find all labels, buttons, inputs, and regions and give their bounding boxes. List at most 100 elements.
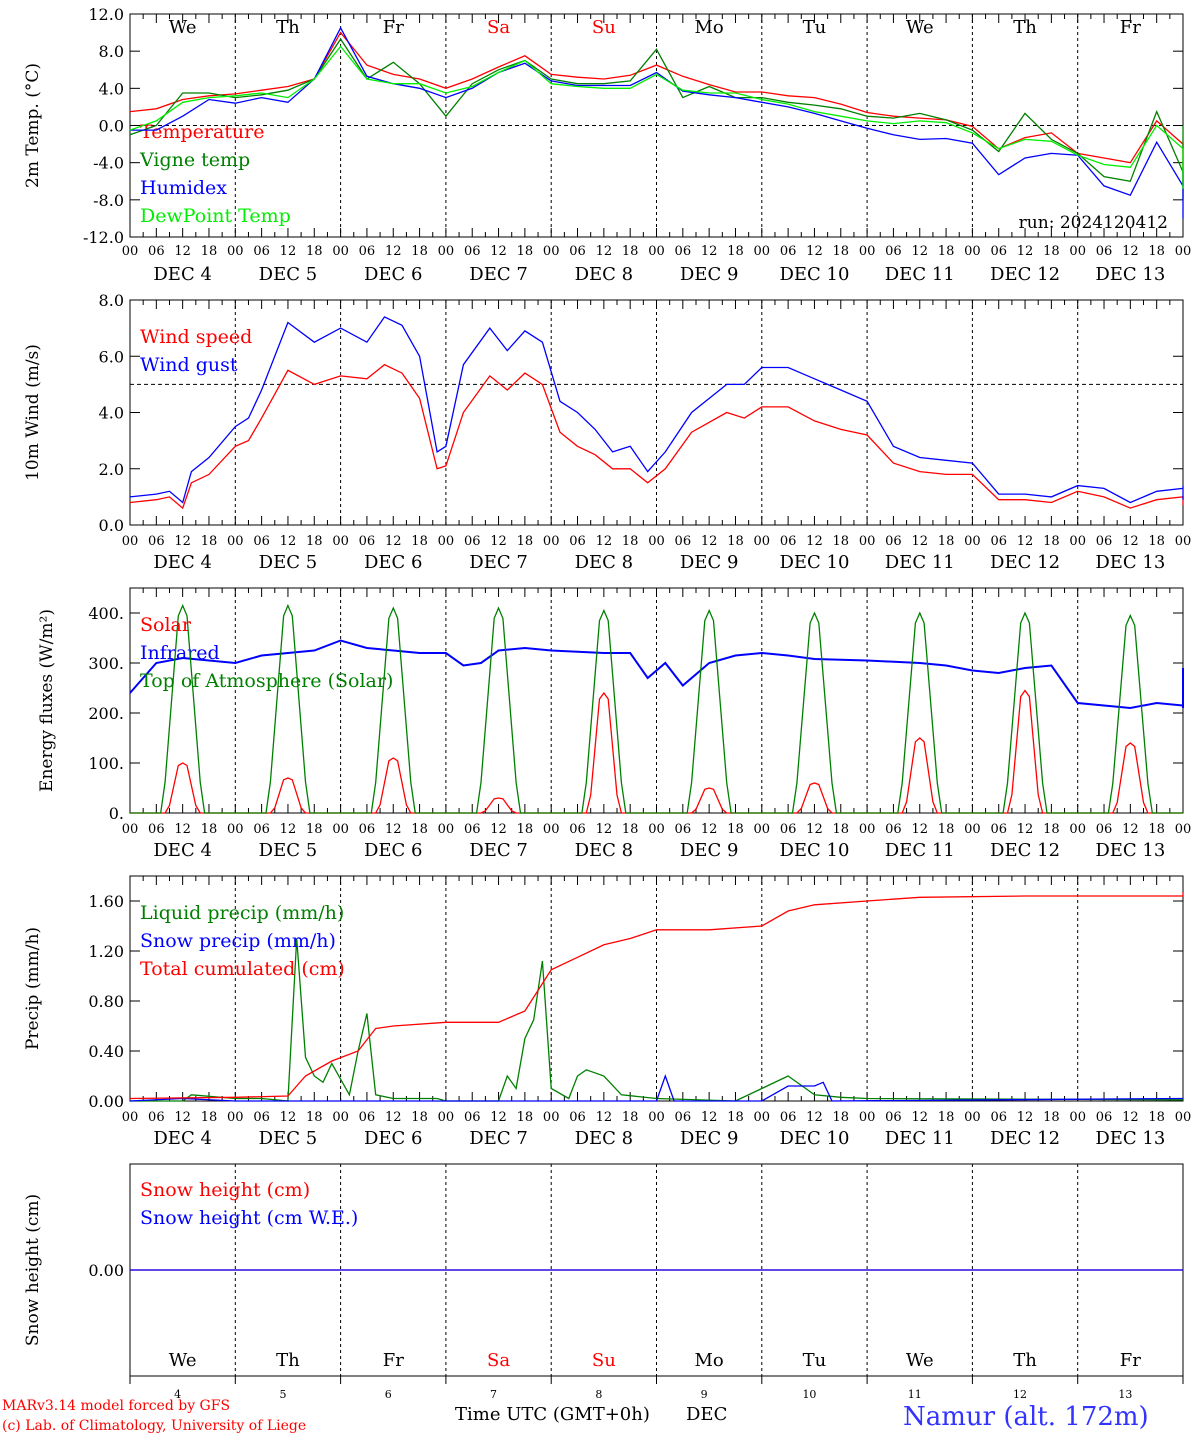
y-tick-label: 1.20: [88, 942, 124, 961]
hour-tick-label: 06: [780, 534, 797, 549]
weekday-label: Th: [276, 1350, 300, 1371]
y-tick-label: -4.0: [93, 154, 124, 173]
hour-tick-label: 18: [1148, 534, 1165, 549]
series-line: [129, 31, 1184, 186]
hour-tick-label: 06: [885, 1110, 902, 1125]
y-axis-label: Precip (mm/h): [23, 927, 43, 1050]
hour-tick-label: 06: [359, 1110, 376, 1125]
series-line: [130, 603, 1183, 814]
weekday-label: Tu: [803, 1350, 827, 1371]
hour-tick-label: 18: [306, 534, 323, 549]
y-tick-label: 8.0: [99, 291, 124, 310]
hour-tick-label: 06: [148, 244, 165, 259]
hour-tick-label: 12: [596, 822, 613, 837]
hour-tick-label: 00: [964, 534, 981, 549]
hour-tick-label: 00: [332, 1110, 349, 1125]
hour-tick-label: 18: [622, 822, 639, 837]
date-label: DEC 11: [885, 552, 955, 573]
day-number-label: 12: [1013, 1388, 1027, 1401]
date-label: DEC 7: [469, 264, 528, 285]
hour-tick-label: 00: [543, 534, 560, 549]
weekday-label: Fr: [1120, 17, 1141, 38]
hour-tick-label: 00: [227, 822, 244, 837]
hour-tick-label: 18: [938, 822, 955, 837]
hour-tick-label: 06: [359, 822, 376, 837]
series-line: [129, 639, 1184, 710]
hour-tick-label: 00: [964, 244, 981, 259]
date-label: DEC 5: [259, 840, 318, 861]
date-label: DEC 9: [680, 840, 739, 861]
hour-tick-label: 00: [1069, 244, 1086, 259]
plot-frame: [129, 587, 1184, 814]
date-label: DEC 7: [469, 1128, 528, 1149]
hour-tick-label: 00: [227, 1110, 244, 1125]
hour-tick-label: 00: [648, 822, 665, 837]
hour-tick-label: 12: [490, 822, 507, 837]
legend-entry: Top of Atmosphere (Solar): [140, 670, 393, 692]
legend-entry: Total cumulated (cm): [140, 958, 345, 980]
hour-tick-label: 06: [885, 822, 902, 837]
legend-entry: Snow precip (mm/h): [140, 930, 336, 952]
weekday-label: Su: [592, 17, 616, 38]
hour-tick-label: 12: [596, 1110, 613, 1125]
hour-tick-label: 06: [675, 534, 692, 549]
legend-entry: Vigne temp: [139, 149, 250, 171]
hour-tick-label: 18: [938, 534, 955, 549]
series-line: [129, 316, 1184, 504]
hour-tick-label: 06: [253, 822, 270, 837]
hour-tick-label: 12: [596, 534, 613, 549]
hour-tick-label: 18: [1148, 822, 1165, 837]
hour-tick-label: 18: [727, 244, 744, 259]
y-tick-label: 2.0: [99, 460, 124, 479]
date-label: DEC 8: [575, 1128, 634, 1149]
hour-tick-label: 12: [1017, 534, 1034, 549]
y-tick-label: 0.00: [88, 1092, 124, 1111]
date-label: DEC 10: [779, 552, 849, 573]
y-axis-label: 10m Wind (m/s): [23, 344, 43, 481]
day-number-label: 8: [595, 1388, 602, 1401]
hour-tick-label: 12: [280, 822, 297, 837]
y-axis-label: Snow height (cm): [23, 1194, 43, 1346]
y-tick-label: 1.60: [88, 892, 124, 911]
hour-tick-label: 18: [622, 244, 639, 259]
hour-tick-label: 00: [754, 1110, 771, 1125]
hour-tick-label: 12: [1122, 822, 1139, 837]
series-line: [129, 45, 1184, 189]
date-label: DEC 4: [153, 1128, 212, 1149]
hour-tick-label: 12: [385, 244, 402, 259]
hour-tick-label: 12: [1017, 244, 1034, 259]
hour-tick-label: 00: [859, 1110, 876, 1125]
date-label: DEC 5: [259, 264, 318, 285]
hour-tick-label: 18: [833, 822, 850, 837]
date-label: DEC 10: [779, 1128, 849, 1149]
series-line: [129, 1074, 1184, 1102]
hour-tick-label: 00: [1175, 244, 1192, 259]
hour-tick-label: 06: [569, 534, 586, 549]
hour-tick-label: 06: [675, 244, 692, 259]
hour-tick-label: 12: [701, 534, 718, 549]
hour-tick-label: 12: [806, 822, 823, 837]
hour-tick-label: 12: [806, 1110, 823, 1125]
hour-tick-label: 00: [227, 244, 244, 259]
hour-tick-label: 00: [754, 822, 771, 837]
day-number-label: 10: [802, 1388, 816, 1401]
hour-tick-label: 06: [1096, 534, 1113, 549]
date-label: DEC 13: [1095, 264, 1165, 285]
date-label: DEC 5: [259, 1128, 318, 1149]
hour-tick-label: 06: [253, 534, 270, 549]
hour-tick-label: 06: [990, 534, 1007, 549]
hour-tick-label: 18: [1043, 244, 1060, 259]
hour-tick-label: 12: [806, 244, 823, 259]
hour-tick-label: 00: [1175, 1110, 1192, 1125]
hour-tick-label: 18: [833, 1110, 850, 1125]
y-tick-label: 400.: [88, 604, 124, 623]
y-tick-label: 12.0: [88, 5, 124, 24]
series-line: [129, 892, 1184, 1100]
hour-tick-label: 18: [411, 244, 428, 259]
hour-tick-label: 18: [1043, 534, 1060, 549]
weekday-label: We: [169, 1350, 197, 1371]
date-label: DEC 6: [364, 1128, 423, 1149]
hour-tick-label: 00: [1069, 534, 1086, 549]
hour-tick-label: 06: [780, 1110, 797, 1125]
hour-tick-label: 06: [253, 244, 270, 259]
